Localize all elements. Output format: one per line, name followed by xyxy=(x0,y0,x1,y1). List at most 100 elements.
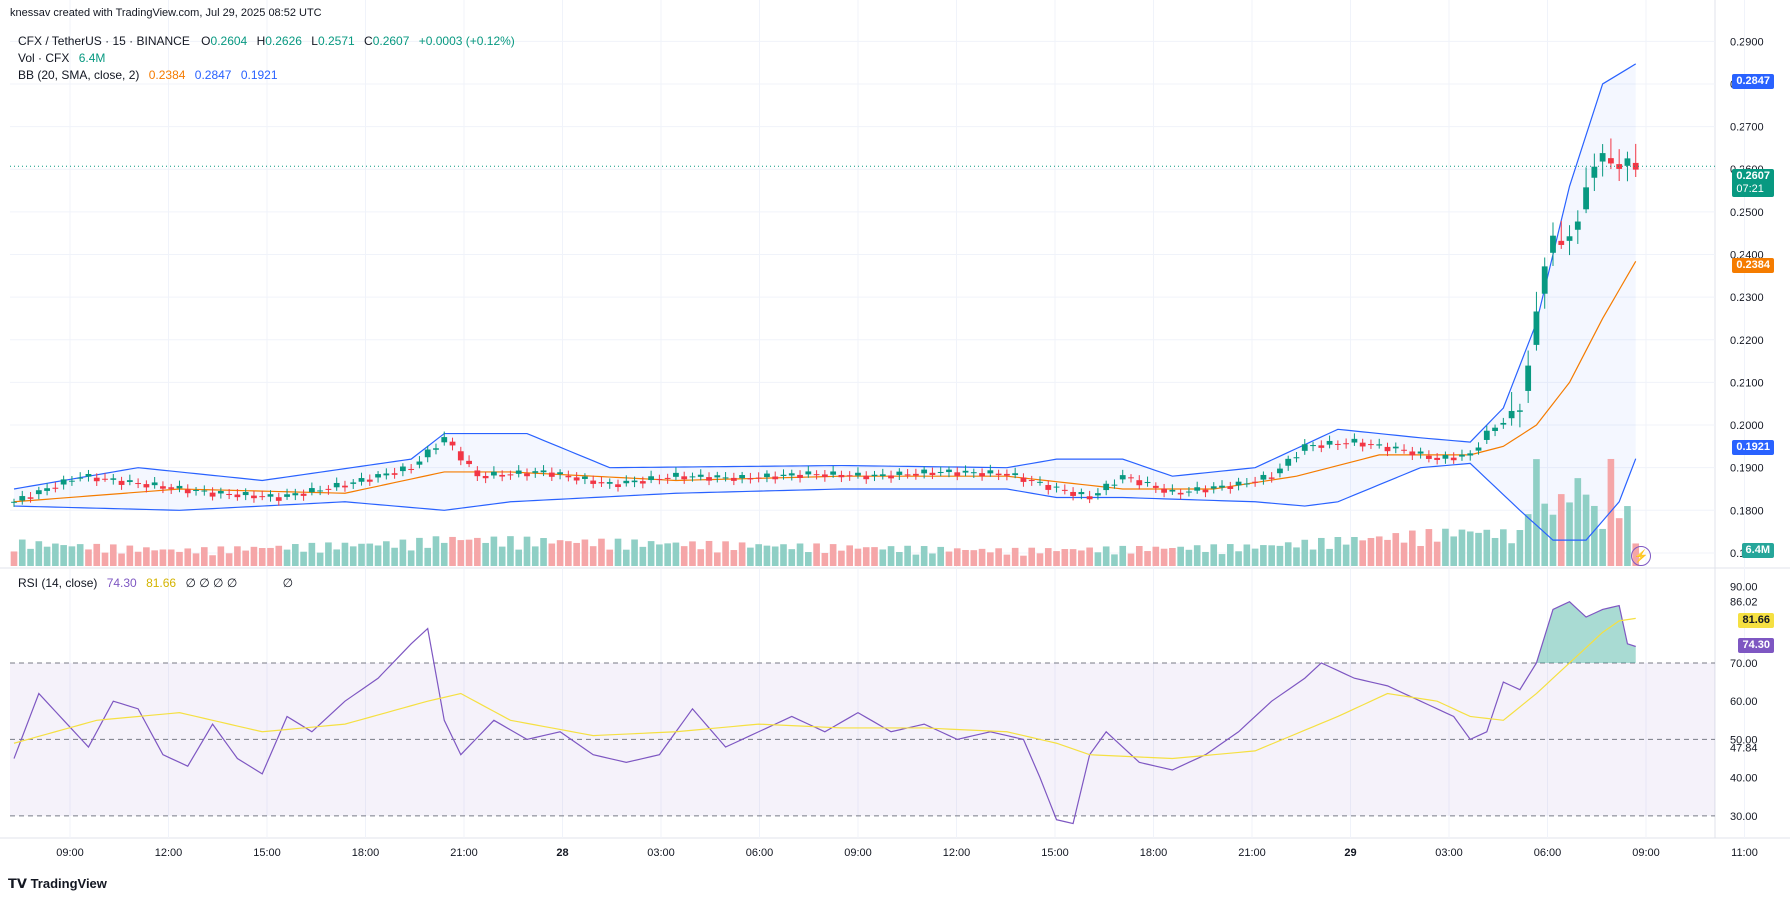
candle-body xyxy=(1061,489,1068,491)
candle-body xyxy=(855,472,861,476)
bb-label[interactable]: BB (20, SMA, close, 2) xyxy=(18,68,140,82)
volume-bar xyxy=(987,552,994,566)
rsi-legend[interactable]: RSI (14, close) 74.30 81.66 ∅ ∅ ∅ ∅ ∅ xyxy=(18,576,293,590)
candle-body xyxy=(1177,492,1184,495)
low-value: 0.2571 xyxy=(317,34,355,48)
symbol-legend[interactable]: CFX / TetherUS · 15 · BINANCE O0.2604 H0… xyxy=(18,34,515,48)
volume-bar xyxy=(523,536,531,566)
candle-body xyxy=(251,495,257,499)
volume-bar xyxy=(780,544,787,566)
candle-body xyxy=(582,476,588,479)
volume-bar xyxy=(871,547,878,566)
candle-body xyxy=(1128,477,1134,479)
price-tick-label: 0.2900 xyxy=(1730,36,1764,48)
upper-band-tag: 0.2847 xyxy=(1732,74,1774,89)
tradingview-logo[interactable]: 𝗧𝗩 TradingView xyxy=(8,876,107,892)
volume-bar xyxy=(945,551,953,566)
candle-body xyxy=(1550,235,1556,253)
volume-bar xyxy=(1086,547,1093,566)
candle-body xyxy=(639,481,646,484)
candle-body xyxy=(284,494,290,497)
candle-body xyxy=(466,460,472,465)
volume-bar xyxy=(341,542,349,566)
candle-body xyxy=(590,480,597,484)
volume-bar xyxy=(1491,537,1499,566)
volume-label[interactable]: Vol · CFX xyxy=(18,51,70,65)
candle-body xyxy=(764,473,770,478)
volume-bar xyxy=(1533,459,1540,566)
candle-body xyxy=(1227,486,1234,489)
candle-body xyxy=(946,469,952,473)
candle-body xyxy=(85,473,92,477)
candle-body xyxy=(1103,483,1110,491)
candle-body xyxy=(1409,451,1416,456)
candle-body xyxy=(19,496,26,501)
candle-body xyxy=(937,471,944,473)
close-label: C xyxy=(364,34,373,48)
candle-body xyxy=(1243,483,1250,485)
candle-body xyxy=(160,486,166,489)
rsi-tick-label: 47.84 xyxy=(1730,743,1758,755)
volume-bar xyxy=(316,552,324,566)
symbol-name[interactable]: CFX / TetherUS · 15 · BINANCE xyxy=(18,34,190,48)
volume-bar xyxy=(242,550,249,566)
volume-bar xyxy=(887,546,895,566)
volume-bar xyxy=(689,541,696,566)
volume-bar xyxy=(1301,539,1309,566)
candle-body xyxy=(1268,477,1275,479)
candle-body xyxy=(292,493,299,496)
lightning-icon[interactable]: ⚡ xyxy=(1631,546,1651,566)
volume-bar xyxy=(416,537,423,566)
candle-body xyxy=(358,478,365,482)
candle-body xyxy=(60,479,67,485)
candle-body xyxy=(896,471,903,475)
volume-bar xyxy=(1450,536,1458,566)
candle-body xyxy=(706,477,712,481)
volume-bar xyxy=(349,546,357,566)
volume-bar xyxy=(1566,502,1573,566)
candle-body xyxy=(1516,410,1523,412)
volume-bar xyxy=(1466,531,1474,566)
candle-body xyxy=(648,476,655,481)
candle-body xyxy=(1392,446,1399,449)
volume-bar xyxy=(805,552,812,566)
volume-legend[interactable]: Vol · CFX 6.4M xyxy=(18,51,105,65)
volume-bar xyxy=(1102,546,1110,566)
volume-bar xyxy=(267,547,274,566)
candle-body xyxy=(1260,474,1267,480)
bb-legend[interactable]: BB (20, SMA, close, 2) 0.2384 0.2847 0.1… xyxy=(18,68,278,82)
volume-bar xyxy=(1044,548,1052,566)
volume-bar xyxy=(449,536,456,566)
candle-body xyxy=(1095,493,1101,496)
candle-body xyxy=(1070,491,1076,496)
volume-bar xyxy=(1020,555,1027,566)
volume-bar xyxy=(184,548,192,566)
candle-body xyxy=(1574,221,1581,230)
bb-lower-line xyxy=(13,458,1637,541)
volume-bar xyxy=(1169,548,1176,566)
volume-bar xyxy=(1293,547,1300,566)
candle-body xyxy=(1425,455,1432,459)
candle-body xyxy=(1533,311,1540,345)
time-tick-label: 28 xyxy=(556,847,568,859)
candle-body xyxy=(1053,486,1060,488)
volume-bar xyxy=(1119,545,1127,566)
volume-bar xyxy=(821,552,829,566)
candle-body xyxy=(474,470,481,477)
candle-body xyxy=(1616,164,1623,169)
volume-bar xyxy=(52,543,59,566)
volume-bar xyxy=(1094,552,1102,566)
volume-bar xyxy=(879,549,887,566)
volume-bar xyxy=(697,549,705,566)
candle-body xyxy=(1541,266,1548,294)
time-tick-label: 18:00 xyxy=(352,847,380,859)
candle-body xyxy=(118,480,125,485)
candle-body xyxy=(921,469,928,474)
candle-body xyxy=(1368,444,1374,446)
volume-bar xyxy=(573,542,580,566)
volume-bar xyxy=(283,549,291,566)
candle-body xyxy=(93,477,100,482)
volume-bar xyxy=(1028,547,1036,566)
rsi-label[interactable]: RSI (14, close) xyxy=(18,576,98,590)
